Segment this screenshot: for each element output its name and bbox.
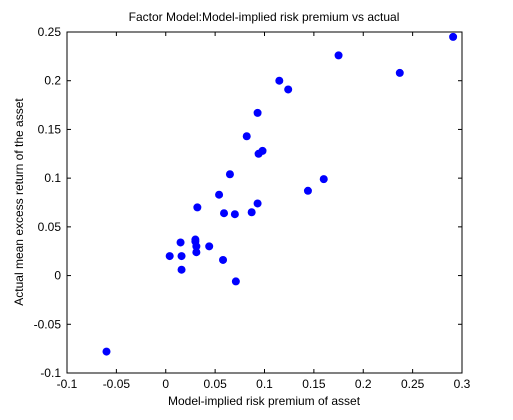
y-tick-label: 0.1 <box>44 171 61 185</box>
x-tick-label: 0 <box>162 377 169 391</box>
scatter-point <box>259 147 267 155</box>
scatter-point <box>248 208 256 216</box>
scatter-point <box>254 199 262 207</box>
x-tick-label: -0.05 <box>103 377 131 391</box>
scatter-point <box>232 277 240 285</box>
scatter-point <box>215 191 223 199</box>
scatter-point <box>193 203 201 211</box>
y-tick-label: -0.1 <box>40 366 61 380</box>
x-tick-label: 0.15 <box>302 377 326 391</box>
y-tick-label: -0.05 <box>34 317 62 331</box>
x-tick-label: 0.2 <box>355 377 372 391</box>
scatter-point <box>396 69 404 77</box>
x-tick-label: 0.3 <box>454 377 471 391</box>
y-axis-label: Actual mean excess return of the asset <box>12 98 26 306</box>
scatter-point <box>103 348 111 356</box>
x-axis-label: Model-implied risk premium of asset <box>168 394 361 408</box>
y-tick-label: 0 <box>54 269 61 283</box>
y-tick-label: 0.05 <box>38 220 62 234</box>
scatter-point <box>226 170 234 178</box>
scatter-point <box>304 187 312 195</box>
chart-title: Factor Model:Model-implied risk premium … <box>129 10 400 24</box>
scatter-point <box>254 109 262 117</box>
x-tick-label: 0.25 <box>401 377 425 391</box>
y-tick-label: 0.2 <box>44 74 61 88</box>
x-tick-label: 0.1 <box>256 377 273 391</box>
scatter-point <box>335 51 343 59</box>
scatter-point <box>243 132 251 140</box>
x-tick-label: 0.05 <box>203 377 227 391</box>
scatter-point <box>284 85 292 93</box>
scatter-point <box>220 209 228 217</box>
scatter-point <box>231 210 239 218</box>
scatter-point <box>449 33 457 41</box>
scatter-point <box>219 256 227 264</box>
scatter-point <box>177 238 185 246</box>
y-tick-label: 0.25 <box>38 25 62 39</box>
scatter-point <box>320 175 328 183</box>
scatter-point <box>178 252 186 260</box>
scatter-point <box>178 266 186 274</box>
scatter-point <box>166 252 174 260</box>
scatter-point <box>275 77 283 85</box>
plot-area <box>67 32 462 373</box>
y-tick-label: 0.15 <box>38 122 62 136</box>
scatter-point <box>205 242 213 250</box>
scatter-point <box>192 248 200 256</box>
